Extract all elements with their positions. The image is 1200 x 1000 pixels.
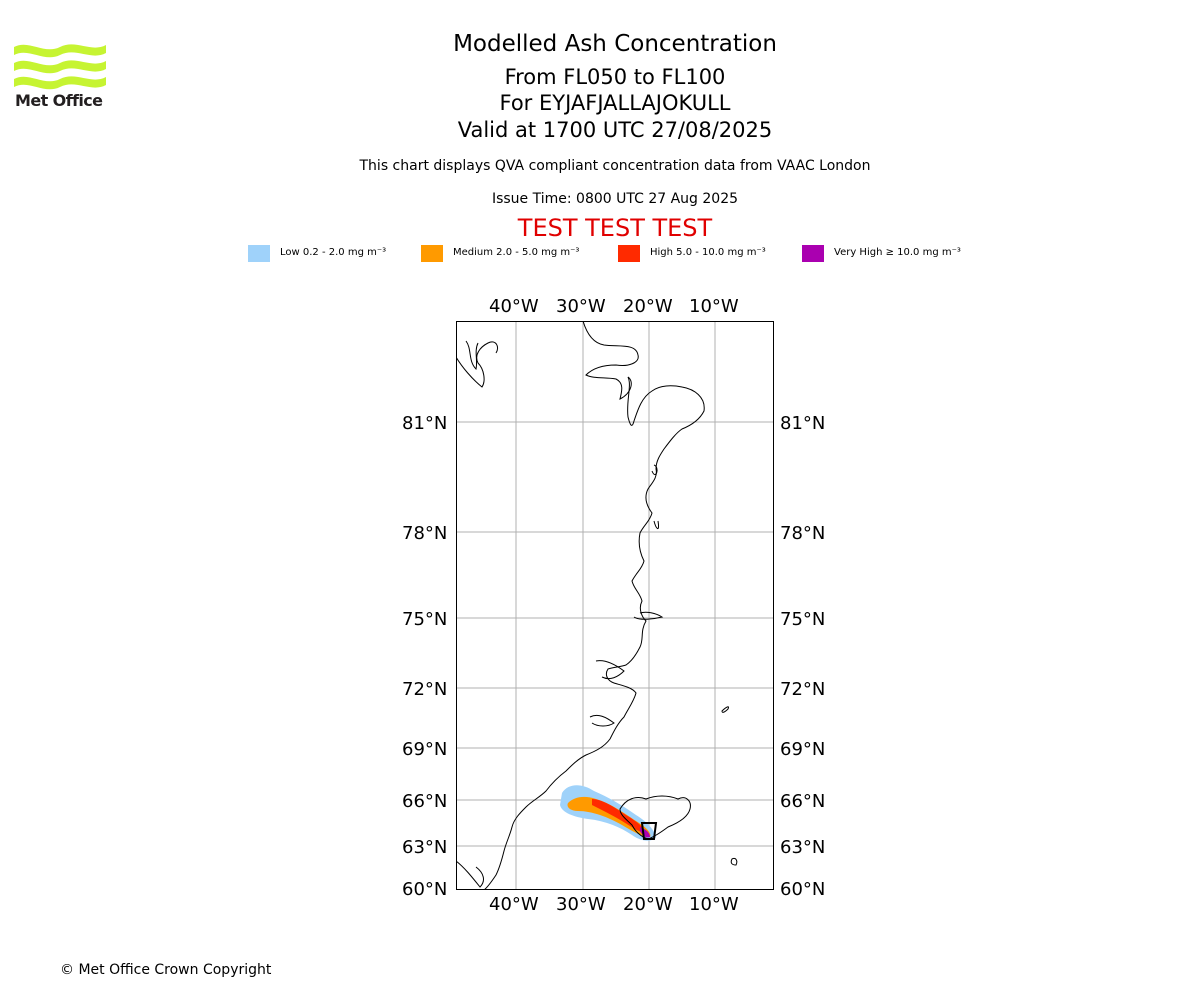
lat-label-left-69n: 69°N [402,739,448,760]
coastlines [456,321,738,890]
lat-label-left-78n: 78°N [402,523,448,544]
lon-label-top-40w: 40°W [489,296,539,317]
copyright: © Met Office Crown Copyright [60,962,272,978]
lat-label-left-75n: 75°N [402,609,448,630]
lon-label-top-30w: 30°W [556,296,606,317]
legend-swatch-high [618,245,640,262]
legend-swatch-medium [421,245,443,262]
legend-label-very-high: Very High ≥ 10.0 mg m⁻³ [834,247,961,258]
title-line-2: From FL050 to FL100 [504,65,726,89]
lat-label-right-81n: 81°N [780,413,826,434]
legend-label-high: High 5.0 - 10.0 mg m⁻³ [650,247,766,258]
lat-label-right-60n: 60°N [780,879,826,900]
title-line-4: Valid at 1700 UTC 27/08/2025 [457,118,773,142]
lat-label-left-81n: 81°N [402,413,448,434]
lat-label-right-72n: 72°N [780,679,826,700]
ash-map [456,321,774,890]
test-banner: TEST TEST TEST [517,214,713,242]
lon-label-bottom-30w: 30°W [556,894,606,915]
legend-label-medium: Medium 2.0 - 5.0 mg m⁻³ [453,247,580,258]
lon-label-top-10w: 10°W [689,296,739,317]
lat-label-right-66n: 66°N [780,791,826,812]
lon-label-top-20w: 20°W [623,296,673,317]
subtitle: This chart displays QVA compliant concen… [359,158,871,174]
lat-label-right-69n: 69°N [780,739,826,760]
legend-swatch-low [248,245,270,262]
ash-plume-medium [567,796,651,837]
title-line-1: Modelled Ash Concentration [453,31,777,57]
lat-label-right-78n: 78°N [780,523,826,544]
lat-label-right-75n: 75°N [780,609,826,630]
logo-text: Met Office [15,91,103,110]
map-frame [456,321,774,890]
met-office-logo [14,44,106,90]
legend-label-low: Low 0.2 - 2.0 mg m⁻³ [280,247,387,258]
lat-label-left-63n: 63°N [402,837,448,858]
lon-label-bottom-40w: 40°W [489,894,539,915]
lat-label-left-60n: 60°N [402,879,448,900]
issue-time: Issue Time: 0800 UTC 27 Aug 2025 [491,191,739,207]
lat-label-left-66n: 66°N [402,791,448,812]
lon-label-bottom-20w: 20°W [623,894,673,915]
lat-label-left-72n: 72°N [402,679,448,700]
lat-label-right-63n: 63°N [780,837,826,858]
ash-plume-high [592,799,646,833]
gridlines [456,321,774,890]
lon-label-bottom-10w: 10°W [689,894,739,915]
title-line-3: For EYJAFJALLAJOKULL [499,91,731,115]
legend-swatch-very-high [802,245,824,262]
